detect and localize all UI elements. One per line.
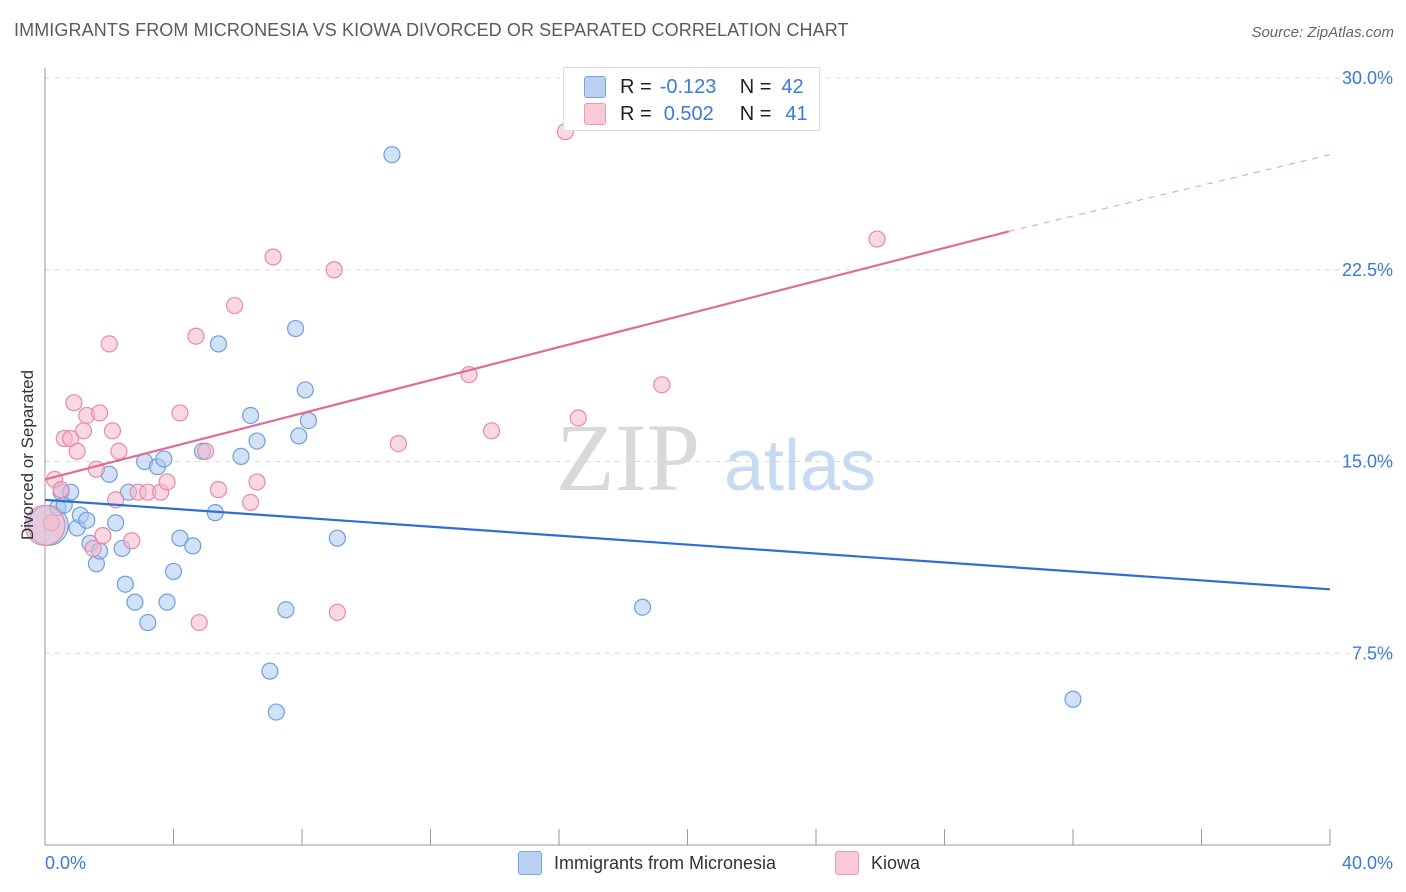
r-value: -0.123 xyxy=(659,75,717,98)
data-point xyxy=(139,613,157,632)
data-point xyxy=(296,381,314,399)
r-label: R = xyxy=(620,102,652,125)
data-point xyxy=(187,327,205,345)
correlation-legend: R = -0.123 N = 42 R = 0.502 N = 41 xyxy=(563,67,820,131)
data-point xyxy=(633,598,652,616)
data-point xyxy=(74,422,93,440)
data-point xyxy=(68,442,86,460)
legend-row-kiowa: R = 0.502 N = 41 xyxy=(584,103,808,125)
data-point xyxy=(107,514,125,532)
data-point xyxy=(1064,690,1082,708)
r-label: R = xyxy=(620,75,652,98)
data-point xyxy=(242,493,260,512)
blue-swatch xyxy=(518,851,542,875)
data-point xyxy=(264,248,282,266)
blue-swatch xyxy=(584,76,606,98)
pink-swatch xyxy=(584,103,606,125)
data-point xyxy=(65,394,83,412)
data-point xyxy=(103,422,122,440)
legend-label: Kiowa xyxy=(871,852,921,873)
data-point xyxy=(328,603,346,621)
y-tick-label: 15.0% xyxy=(1342,452,1393,472)
y-axis-label: Divorced or Separated xyxy=(18,370,37,540)
data-point xyxy=(126,593,144,611)
legend-item-kiowa: Kiowa xyxy=(835,851,920,875)
trend-line-extension xyxy=(1008,154,1331,232)
data-point xyxy=(158,473,176,491)
data-point xyxy=(116,575,134,593)
data-point xyxy=(290,427,308,445)
data-point xyxy=(286,319,305,338)
data-point xyxy=(171,529,189,547)
chart-title: IMMIGRANTS FROM MICRONESIA VS KIOWA DIVO… xyxy=(14,20,849,40)
data-point xyxy=(84,539,102,558)
watermark-atlas: atlas xyxy=(724,426,876,506)
data-point xyxy=(325,261,343,279)
data-point xyxy=(232,447,250,465)
data-point xyxy=(164,562,183,581)
watermark: ZIP atlas xyxy=(556,404,876,511)
y-tick-label: 30.0% xyxy=(1342,68,1393,88)
data-point xyxy=(569,409,587,427)
pink-swatch xyxy=(835,851,859,875)
legend-row-micronesia: R = -0.123 N = 42 xyxy=(584,76,804,98)
legend-label: Immigrants from Micronesia xyxy=(554,852,777,873)
n-value: 41 xyxy=(785,102,808,125)
data-point xyxy=(277,601,295,619)
x-tick-label: 40.0% xyxy=(1342,853,1393,873)
r-value: 0.502 xyxy=(663,102,714,125)
data-point xyxy=(242,406,260,425)
data-point xyxy=(267,703,285,721)
data-point xyxy=(155,450,173,468)
data-point xyxy=(110,442,128,460)
data-point xyxy=(225,296,244,315)
y-tick-label: 7.5% xyxy=(1352,643,1393,663)
grid-lines xyxy=(45,77,1392,654)
n-label: N = xyxy=(739,75,772,98)
legend-item-micronesia: Immigrants from Micronesia xyxy=(518,851,776,875)
data-point xyxy=(100,335,118,353)
data-point xyxy=(482,422,501,440)
x-tick-label: 0.0% xyxy=(45,853,86,873)
data-point xyxy=(653,376,671,394)
data-point xyxy=(261,662,279,680)
n-label: N = xyxy=(739,102,772,125)
data-point xyxy=(248,432,266,450)
data-point xyxy=(383,146,401,164)
data-point xyxy=(184,537,202,555)
data-point xyxy=(209,481,228,499)
data-point xyxy=(123,532,141,550)
data-point xyxy=(209,335,228,353)
series-legend: Immigrants from Micronesia Kiowa xyxy=(0,851,1406,877)
data-point xyxy=(52,481,70,499)
trend-line xyxy=(44,498,1331,591)
n-value: 42 xyxy=(781,75,804,98)
data-point xyxy=(190,613,208,632)
data-point xyxy=(248,473,266,491)
data-point xyxy=(328,529,346,547)
data-point xyxy=(158,593,176,611)
trend-line xyxy=(44,230,1010,481)
data-point xyxy=(94,527,112,545)
trend-lines xyxy=(44,154,1331,591)
data-point xyxy=(299,411,318,430)
data-point xyxy=(78,511,96,529)
data-point xyxy=(197,442,215,460)
data-point xyxy=(389,435,407,453)
data-point xyxy=(24,504,66,547)
data-point xyxy=(171,404,189,422)
data-point xyxy=(87,460,106,478)
tick-labels: 7.5% 15.0% 22.5% 30.0% 0.0% 40.0% xyxy=(45,68,1393,873)
source-label: Source: ZipAtlas.com xyxy=(1251,24,1394,41)
data-point xyxy=(91,404,109,422)
axes xyxy=(44,68,1331,846)
y-tick-label: 22.5% xyxy=(1342,260,1393,280)
data-point xyxy=(868,230,886,248)
data-points xyxy=(24,123,1082,721)
